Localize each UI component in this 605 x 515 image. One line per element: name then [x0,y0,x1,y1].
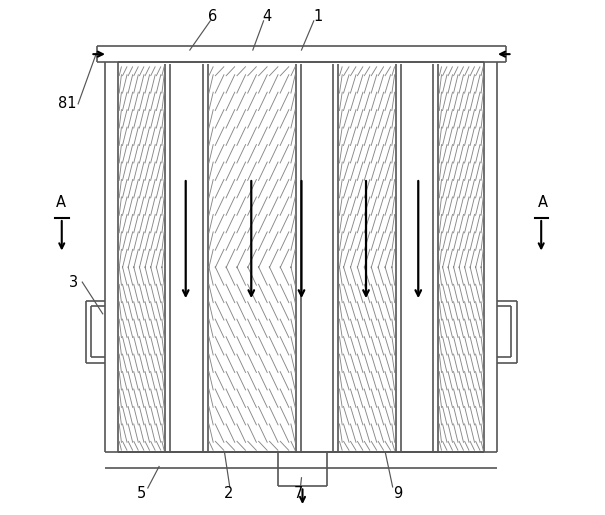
Text: 7: 7 [293,486,303,501]
Text: 81: 81 [57,96,76,111]
Text: 2: 2 [223,486,233,501]
Text: A: A [538,195,548,210]
Text: 1: 1 [313,9,322,24]
Text: 9: 9 [393,486,402,501]
Text: 5: 5 [137,486,146,501]
Text: 3: 3 [68,274,77,289]
Text: 4: 4 [262,9,271,24]
Text: 6: 6 [208,9,217,24]
Text: A: A [56,195,66,210]
